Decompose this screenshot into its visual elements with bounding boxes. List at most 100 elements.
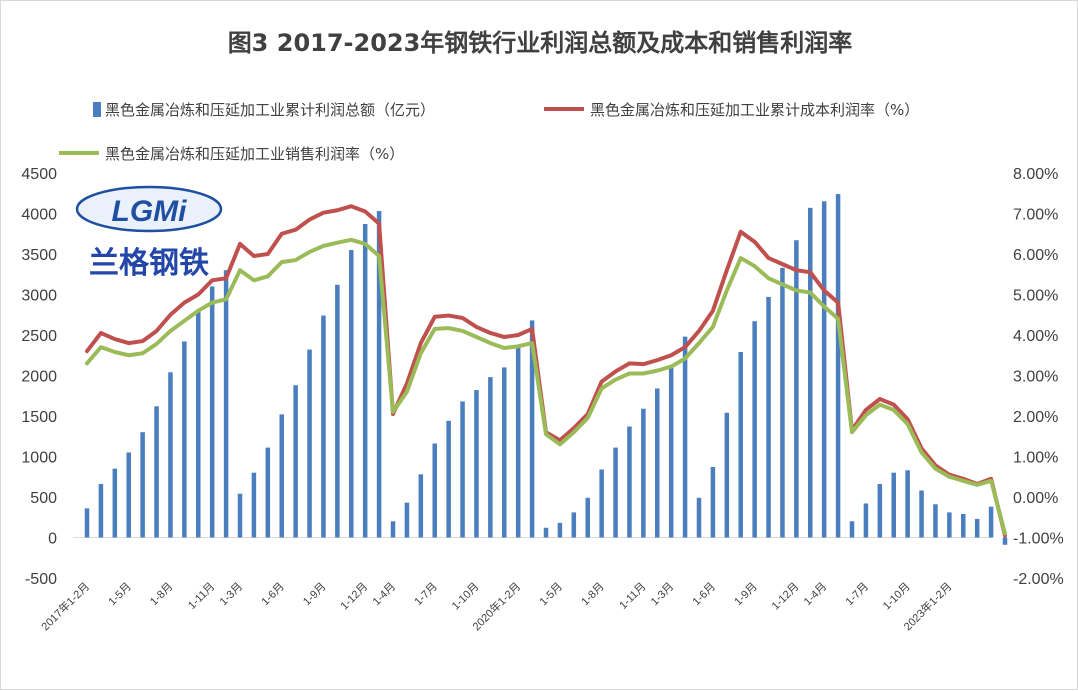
chart-title: 图3 2017-2023年钢铁行业利润总额及成本和销售利润率 [228,29,853,57]
x-tick-label: 1-11月 [186,581,217,612]
x-tick-label: 1-3月 [218,581,246,609]
x-tick-label: 1-4月 [802,581,830,609]
y-left-tick-label: 2000 [21,369,57,386]
profit-bar [863,503,869,538]
profit-bar [251,472,257,538]
y-right-tick-label: 4.00% [1013,328,1058,345]
profit-bar [488,377,493,538]
y-left-tick-label: 0 [48,531,57,548]
profit-bar [766,296,771,538]
y-right-tick-label: -1.00% [1013,531,1064,548]
x-tick-label: 1-7月 [844,581,872,609]
legend-label-sales-rate: 黑色金属冶炼和压延加工业销售利润率（%） [105,145,404,163]
rate-lines [85,204,1007,538]
y-left-tick-label: 3500 [21,247,57,264]
profit-bar [362,224,368,538]
profit-bar [808,207,813,538]
profit-bar [321,315,326,538]
profit-bar [543,527,549,538]
profit-bar [154,406,159,538]
profit-bar [293,385,298,538]
profit-bar [613,447,618,538]
profit-bar [349,249,354,538]
profit-bar [933,504,938,538]
x-tick-label: 1-10月 [881,581,913,613]
y-left-tick-label: -500 [25,571,57,588]
profit-bar [738,352,743,538]
profit-bar [752,321,757,538]
profit-bar [279,414,284,538]
y-right-tick-label: 2.00% [1013,409,1058,426]
profit-bar [223,270,229,538]
profit-bar [849,521,855,538]
x-tick-label: 1-6月 [259,581,287,609]
profit-bar [237,493,243,538]
x-tick-label: 1-5月 [106,581,134,609]
x-tick-label: 1-12月 [338,581,370,613]
profit-bar [84,508,90,538]
profit-bar [1002,537,1008,545]
profit-bar [668,365,674,538]
profit-bar [682,336,688,538]
x-tick-label: 1-7月 [412,581,440,609]
profit-bar [919,490,924,538]
y-right-tick-label: 1.00% [1013,450,1058,467]
y-left-tick-label: 1000 [21,450,57,467]
profit-bar [474,390,479,538]
y-left-tick-label: 1500 [21,409,57,426]
profit-bars [84,194,1008,545]
profit-bar [794,240,799,538]
profit-bar [557,522,563,538]
x-tick-label: 1-8月 [579,581,607,609]
profit-bar [821,201,827,538]
profit-bar [182,341,187,538]
profit-bar [599,469,604,538]
profit-bar [988,506,994,538]
x-tick-label: 1-3月 [649,581,677,609]
y-right-tick-label: 0.00% [1013,490,1058,507]
profit-bar [376,211,382,538]
x-tick-label: 1-4月 [371,581,399,609]
profit-bar [404,502,410,538]
profit-bar [515,346,521,538]
profit-bar [571,512,577,538]
x-tick-label: 1-12月 [770,581,802,613]
y-right-tick-label: 6.00% [1013,247,1058,264]
y-right-tick-label: 8.00% [1013,166,1058,183]
x-tick-label: 1-6月 [691,581,719,609]
profit-bar [140,432,145,538]
y-right-tick-label: 3.00% [1013,369,1058,386]
x-tick-label: 1-10月 [450,581,482,613]
x-tick-label: 1-9月 [732,581,760,609]
y-right-tick-label: 7.00% [1013,207,1058,224]
profit-bar [891,472,896,538]
profit-bar [835,194,841,538]
profit-bar [724,412,730,538]
logo-oval [75,185,223,233]
profit-bar [655,388,660,538]
sales-profit-rate-line [85,237,1007,536]
profit-bar [877,484,883,538]
y-left-tick-label: 500 [30,490,57,507]
x-tick-label: 1-5月 [538,581,566,609]
profit-bar [307,349,312,538]
profit-bar [168,372,173,538]
y-right-tick-label: -2.00% [1013,571,1064,588]
y-right-tick-label: 5.00% [1013,288,1058,305]
x-tick-label: 1-8月 [148,581,176,609]
x-axis-labels: 2017年1-2月 1-5月 1-8月 1-11月 1-3月 1-6月 1-9月 1-12月 1… [38,579,954,633]
logo-latin-text: LGMi [112,195,188,228]
profit-bar [585,497,590,538]
profit-bar [196,310,201,538]
profit-bar [126,452,131,538]
y-left-tick-label: 4500 [21,166,57,183]
profit-bar [947,512,952,538]
y-left-tick-label: 3000 [21,288,57,305]
y-left-tick-label: 2500 [21,328,57,345]
profit-bar [710,467,716,538]
legend-label-profit: 黑色金属冶炼和压延加工业累计利润总额（亿元） [105,101,435,119]
profit-bar [460,401,465,538]
brand-logo: LGMi 兰格钢铁 [75,185,223,281]
